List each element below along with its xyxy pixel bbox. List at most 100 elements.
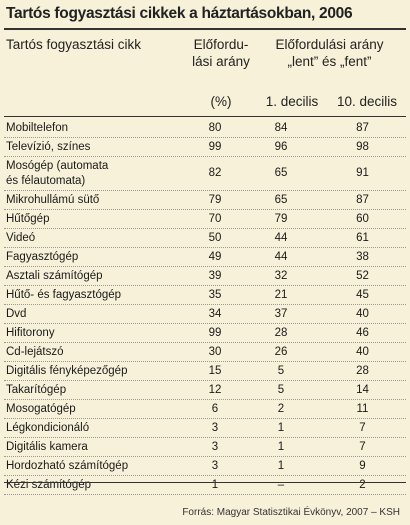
title: Tartós fogyasztási cikkek a háztartásokb… xyxy=(6,5,353,22)
table-row: Hifitorony 99 28 46 xyxy=(4,324,406,343)
item-name: Dvd xyxy=(6,307,27,320)
low-value: 21 xyxy=(274,288,288,301)
low-value: 84 xyxy=(274,121,288,134)
table-row: Mobiltelefon 80 84 87 xyxy=(4,119,406,138)
share-value: 3 xyxy=(211,421,219,434)
table-row: Digitális kamera 3 1 7 xyxy=(4,438,406,457)
item-name: Hűtőgép xyxy=(6,212,50,225)
high-value: 87 xyxy=(356,193,369,206)
high-value: 7 xyxy=(359,440,366,453)
table-body: Mobiltelefon 80 84 87 Televízió, színes 99 96 9… xyxy=(4,119,406,495)
table-row: Mosogatógép 6 2 11 xyxy=(4,400,406,419)
low-value: 5 xyxy=(277,383,285,396)
high-value: 9 xyxy=(359,459,366,472)
share-value: 35 xyxy=(208,288,222,301)
column-unit: (%) xyxy=(210,94,232,109)
rule xyxy=(4,482,406,483)
table-row: Kézi számítógép 1 – 2 xyxy=(4,476,406,495)
column-header: 1. decilis xyxy=(265,94,319,109)
rule xyxy=(4,28,406,30)
high-value: 52 xyxy=(356,269,369,282)
item-name: Fagyasztógép xyxy=(6,250,79,263)
high-value: 28 xyxy=(356,364,369,377)
item-name: Asztali számítógép xyxy=(6,269,103,282)
share-value: 3 xyxy=(211,459,219,472)
rule xyxy=(4,116,406,117)
item-name: Takarítógép xyxy=(6,383,67,396)
share-value: 34 xyxy=(208,307,222,320)
table-row: Légkondicionáló 3 1 7 xyxy=(4,419,406,438)
high-value: 61 xyxy=(356,231,369,244)
low-value: 1 xyxy=(277,440,285,453)
low-value: 65 xyxy=(274,193,288,206)
source: Forrás: Magyar Statisztikai Évkönyv, 200… xyxy=(182,507,400,518)
share-value: 99 xyxy=(208,140,222,153)
share-value: 6 xyxy=(211,402,219,415)
low-value: 1 xyxy=(277,459,285,472)
item-name: Hordozható számítógép xyxy=(6,459,129,472)
table-row: Asztali számítógép 39 32 52 xyxy=(4,267,406,286)
share-value: 82 xyxy=(208,167,222,179)
item-name: Mosogatógép xyxy=(6,402,76,415)
item-name: Cd-lejátszó xyxy=(6,345,64,358)
low-value: 26 xyxy=(274,345,288,358)
low-value: 44 xyxy=(274,250,288,263)
table-row: Videó 50 44 61 xyxy=(4,229,406,248)
high-value: 14 xyxy=(356,383,369,396)
low-value: 96 xyxy=(274,140,288,153)
item-name: Kézi számítógép xyxy=(6,478,92,491)
table-row: Televízió, színes 99 96 98 xyxy=(4,138,406,157)
high-value: 60 xyxy=(356,212,369,225)
high-value: 7 xyxy=(359,421,366,434)
item-name: Légkondicionáló xyxy=(6,421,90,434)
table-row: Hűtőgép 70 79 60 xyxy=(4,210,406,229)
low-value: 28 xyxy=(274,326,288,339)
item-name: Hifitorony xyxy=(6,326,55,339)
low-value: 5 xyxy=(277,364,285,377)
high-value: 2 xyxy=(359,478,366,491)
share-value: 1 xyxy=(211,478,219,491)
item-name: Hűtő- és fagyasztógép xyxy=(6,288,122,301)
column-header: Előfordulási arány „lent” és „fent” xyxy=(275,37,384,69)
column-header: Tartós fogyasztási cikk xyxy=(6,37,142,52)
item-name: Televízió, színes xyxy=(6,140,91,153)
high-value: 46 xyxy=(356,326,369,339)
share-value: 99 xyxy=(208,326,222,339)
item-name: Digitális fényképezőgép xyxy=(6,364,128,377)
item-name: Mikrohullámú sütő xyxy=(6,193,100,206)
low-value: 79 xyxy=(274,212,288,225)
low-value: 65 xyxy=(274,167,288,179)
table-row: Cd-lejátszó 30 26 40 xyxy=(4,343,406,362)
high-value: 91 xyxy=(356,167,369,179)
low-value: 2 xyxy=(277,402,285,415)
share-value: 79 xyxy=(208,193,222,206)
table-row: Digitális fényképezőgép 15 5 28 xyxy=(4,362,406,381)
share-value: 70 xyxy=(208,212,222,225)
high-value: 11 xyxy=(356,402,369,415)
table-row: Mikrohullámú sütő 79 65 87 xyxy=(4,191,406,210)
high-value: 98 xyxy=(356,140,369,153)
table-row: Hűtő- és fagyasztógép 35 21 45 xyxy=(4,286,406,305)
item-name: Mosógép (automata és félautomata) xyxy=(6,159,109,187)
high-value: 40 xyxy=(356,307,369,320)
item-name: Mobiltelefon xyxy=(6,121,69,134)
table-row: Fagyasztógép 49 44 38 xyxy=(4,248,406,267)
high-value: 40 xyxy=(356,345,369,358)
share-value: 39 xyxy=(208,269,222,282)
table-row: Takarítógép 12 5 14 xyxy=(4,381,406,400)
share-value: 15 xyxy=(208,364,222,377)
low-value: 37 xyxy=(274,307,288,320)
share-value: 50 xyxy=(208,231,222,244)
high-value: 87 xyxy=(356,121,369,134)
column-header: Előfordu- lási arány xyxy=(192,37,250,69)
item-name: Videó xyxy=(6,231,36,244)
low-value: 1 xyxy=(277,421,285,434)
item-name: Digitális kamera xyxy=(6,440,88,453)
share-value: 3 xyxy=(211,440,219,453)
low-value: 44 xyxy=(274,231,288,244)
low-value: 32 xyxy=(274,269,288,282)
table-row: Dvd 34 37 40 xyxy=(4,305,406,324)
column-header: 10. decilis xyxy=(336,94,398,109)
high-value: 38 xyxy=(356,250,369,263)
